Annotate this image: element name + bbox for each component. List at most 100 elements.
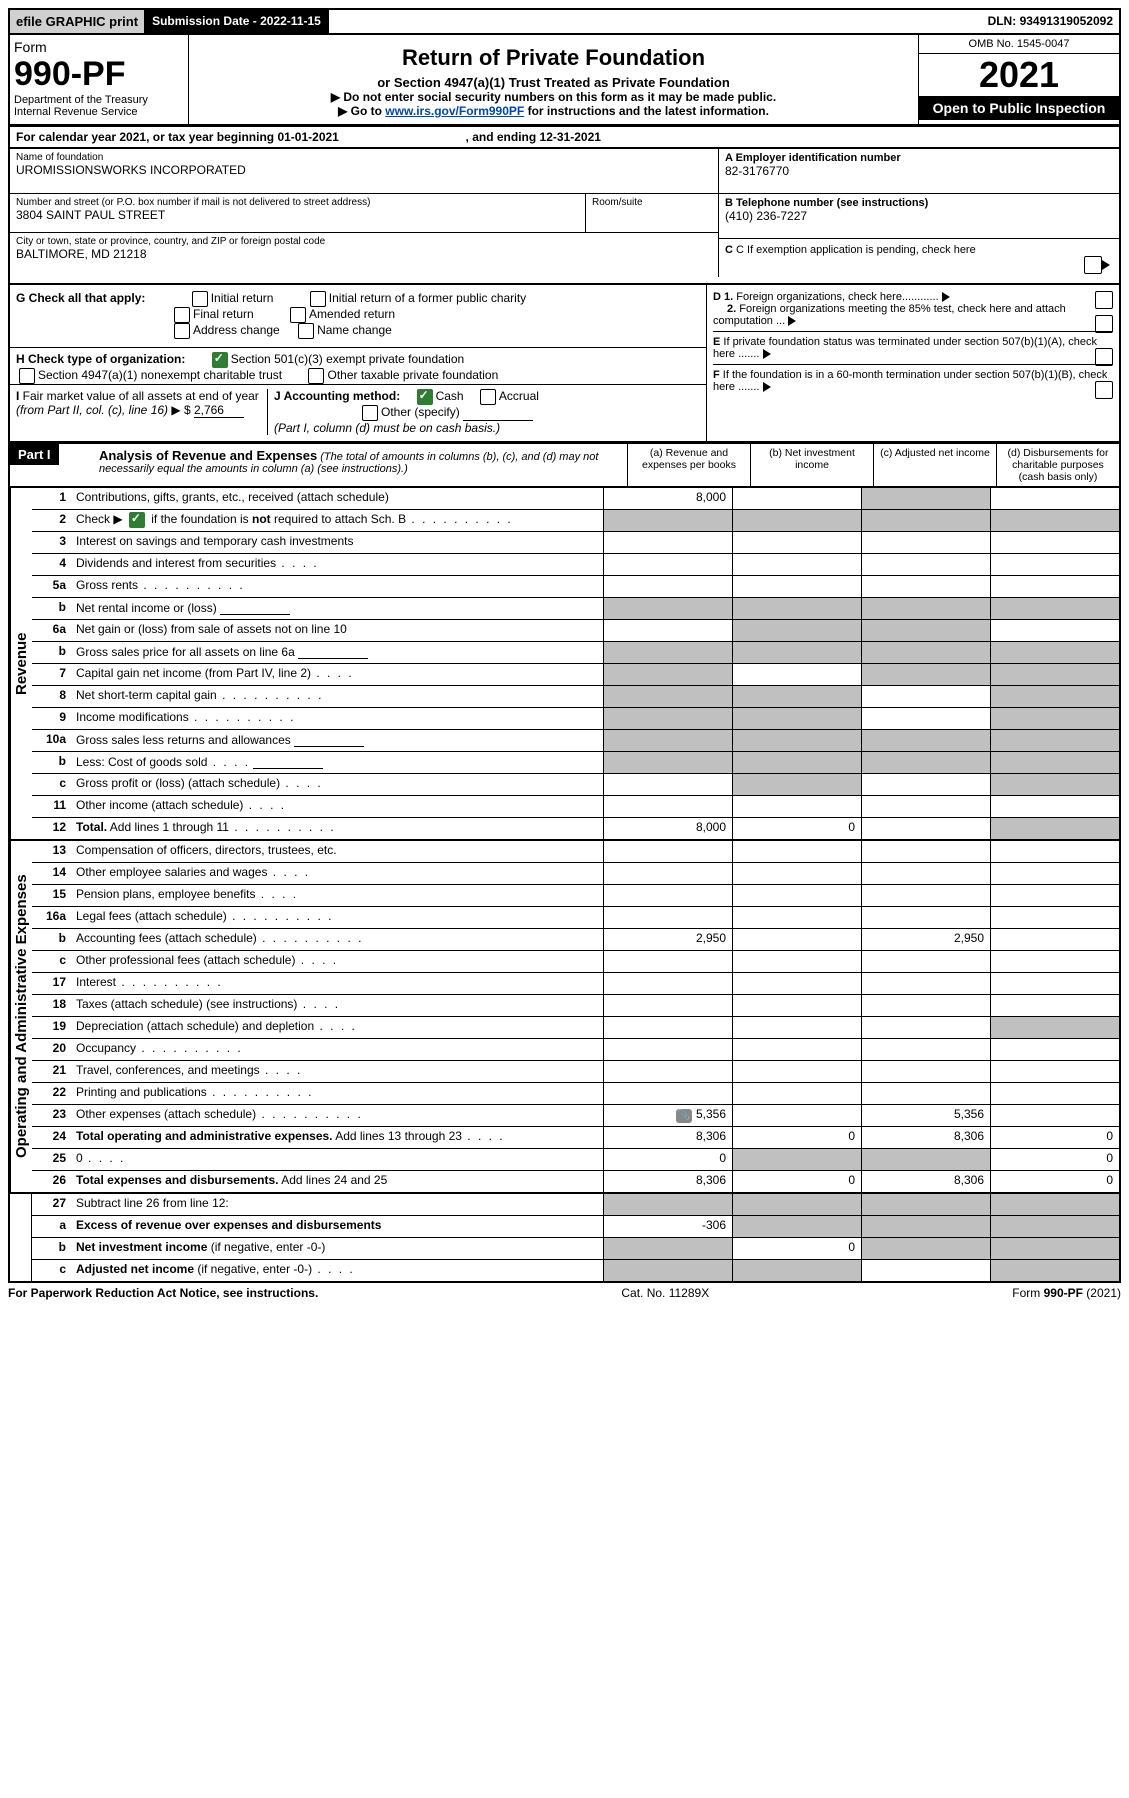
row-description: Compensation of officers, directors, tru… xyxy=(72,841,603,862)
phone-value: (410) 236-7227 xyxy=(725,209,1113,223)
other-taxable-checkbox[interactable] xyxy=(308,368,324,384)
col-b-header: (b) Net investment income xyxy=(750,444,873,486)
street-label: Number and street (or P.O. box number if… xyxy=(16,197,579,208)
col-c-cell xyxy=(861,598,990,619)
row-number: b xyxy=(32,929,72,950)
col-a-cell xyxy=(603,510,732,531)
row-description: Occupancy xyxy=(72,1039,603,1060)
row-number: 26 xyxy=(32,1171,72,1192)
table-row: 10a Gross sales less returns and allowan… xyxy=(32,730,1119,752)
cat-number: Cat. No. 11289X xyxy=(318,1286,1012,1300)
row-description: Depreciation (attach schedule) and deple… xyxy=(72,1017,603,1038)
col-b-cell xyxy=(732,774,861,795)
d1-checkbox[interactable] xyxy=(1095,291,1113,309)
col-b-cell xyxy=(732,995,861,1016)
col-b-cell xyxy=(732,488,861,509)
col-a-cell xyxy=(603,841,732,862)
col-b-cell xyxy=(732,576,861,597)
row-number: 14 xyxy=(32,863,72,884)
col-a-cell xyxy=(603,1260,732,1281)
row-number: 2 xyxy=(32,510,72,531)
exemption-pending-checkbox[interactable] xyxy=(1084,256,1102,274)
dept-irs: Internal Revenue Service xyxy=(14,106,184,118)
instructions-link[interactable]: www.irs.gov/Form990PF xyxy=(385,104,524,118)
row-description: Net short-term capital gain xyxy=(72,686,603,707)
col-a-cell: 8,000 xyxy=(603,488,732,509)
final-return-checkbox[interactable] xyxy=(174,307,190,323)
col-c-cell xyxy=(861,708,990,729)
row-number: 25 xyxy=(32,1149,72,1170)
city-state-zip: BALTIMORE, MD 21218 xyxy=(16,247,712,261)
col-b-cell xyxy=(732,752,861,773)
initial-return-checkbox[interactable] xyxy=(192,291,208,307)
row-number: 19 xyxy=(32,1017,72,1038)
col-c-cell xyxy=(861,1238,990,1259)
address-change-checkbox[interactable] xyxy=(174,323,190,339)
col-d-cell xyxy=(990,885,1119,906)
col-a-cell xyxy=(603,664,732,685)
col-c-cell xyxy=(861,1083,990,1104)
501c3-checkbox[interactable] xyxy=(212,352,228,368)
row-description: Accounting fees (attach schedule) xyxy=(72,929,603,950)
col-a-cell xyxy=(603,686,732,707)
initial-return-former-checkbox[interactable] xyxy=(310,291,326,307)
col-d-cell xyxy=(990,973,1119,994)
col-d-cell xyxy=(990,995,1119,1016)
phone-label: B Telephone number (see instructions) xyxy=(725,197,1113,209)
col-a-cell xyxy=(603,774,732,795)
table-row: b Gross sales price for all assets on li… xyxy=(32,642,1119,664)
amended-return-checkbox[interactable] xyxy=(290,307,306,323)
col-a-header: (a) Revenue and expenses per books xyxy=(627,444,750,486)
col-a-cell xyxy=(603,863,732,884)
table-row: b Net investment income (if negative, en… xyxy=(32,1238,1119,1260)
col-d-cell xyxy=(990,488,1119,509)
row-description: Check ▶ if the foundation is not require… xyxy=(72,510,603,531)
table-row: 27 Subtract line 26 from line 12: xyxy=(32,1194,1119,1216)
d1-label: D 1. Foreign organizations, check here..… xyxy=(713,291,939,303)
col-a-cell xyxy=(603,1061,732,1082)
row-number: 1 xyxy=(32,488,72,509)
accrual-checkbox[interactable] xyxy=(480,389,496,405)
row-description: 0 xyxy=(72,1149,603,1170)
other-method-checkbox[interactable] xyxy=(362,405,378,421)
col-d-cell: 0 xyxy=(990,1149,1119,1170)
col-d-cell xyxy=(990,818,1119,839)
col-d-header: (d) Disbursements for charitable purpose… xyxy=(996,444,1119,486)
row-number: 11 xyxy=(32,796,72,817)
col-a-cell xyxy=(603,1083,732,1104)
e-checkbox[interactable] xyxy=(1095,348,1113,366)
subtract-section: 27 Subtract line 26 from line 12: a Exce… xyxy=(8,1194,1121,1283)
col-b-cell xyxy=(732,973,861,994)
row-description: Capital gain net income (from Part IV, l… xyxy=(72,664,603,685)
col-c-cell xyxy=(861,1260,990,1281)
col-a-cell xyxy=(603,973,732,994)
schb-checkbox[interactable] xyxy=(129,512,145,528)
col-c-cell xyxy=(861,885,990,906)
col-d-cell xyxy=(990,686,1119,707)
row-description: Net gain or (loss) from sale of assets n… xyxy=(72,620,603,641)
4947a1-checkbox[interactable] xyxy=(19,368,35,384)
d2-checkbox[interactable] xyxy=(1095,315,1113,333)
row-description: Printing and publications xyxy=(72,1083,603,1104)
col-d-cell: 0 xyxy=(990,1127,1119,1148)
col-b-cell xyxy=(732,1061,861,1082)
table-row: 3 Interest on savings and temporary cash… xyxy=(32,532,1119,554)
cash-checkbox[interactable] xyxy=(417,389,433,405)
row-number: c xyxy=(32,951,72,972)
f-checkbox[interactable] xyxy=(1095,381,1113,399)
h-label: H Check type of organization: xyxy=(16,352,185,366)
efile-print-button[interactable]: efile GRAPHIC print xyxy=(10,10,146,33)
col-b-cell xyxy=(732,1260,861,1281)
table-row: 21 Travel, conferences, and meetings xyxy=(32,1061,1119,1083)
col-c-cell xyxy=(861,620,990,641)
col-d-cell xyxy=(990,1260,1119,1281)
row-number: 21 xyxy=(32,1061,72,1082)
col-d-cell xyxy=(990,730,1119,751)
col-b-cell xyxy=(732,1105,861,1126)
attachment-icon[interactable]: 📎 xyxy=(676,1109,692,1123)
col-b-cell xyxy=(732,929,861,950)
col-a-cell: 8,000 xyxy=(603,818,732,839)
col-b-cell xyxy=(732,1149,861,1170)
name-change-checkbox[interactable] xyxy=(298,323,314,339)
col-c-cell xyxy=(861,488,990,509)
